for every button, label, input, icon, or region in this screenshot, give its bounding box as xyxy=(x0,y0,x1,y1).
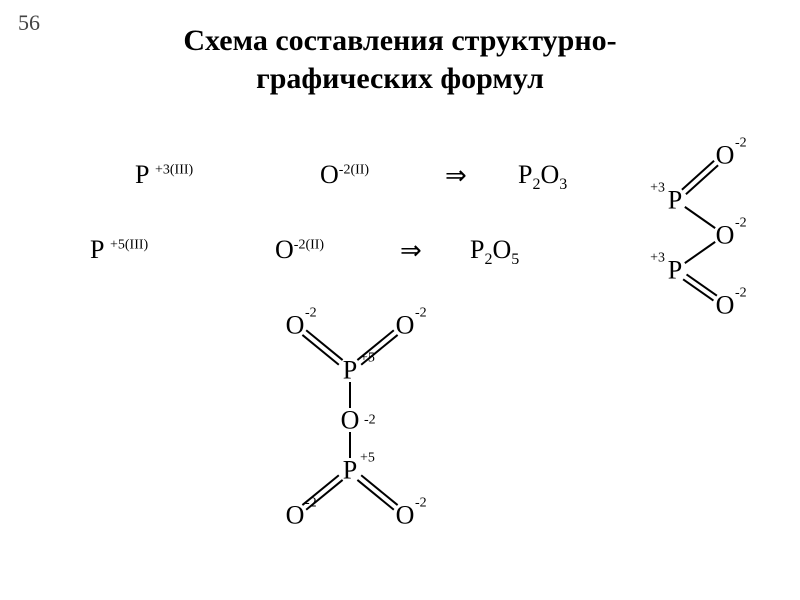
svg-text:O: O xyxy=(286,311,305,340)
svg-text:-2: -2 xyxy=(305,306,317,321)
row2-p: P +5(III) xyxy=(90,235,148,265)
row2-formula: P2O5 xyxy=(470,235,519,269)
svg-text:O: O xyxy=(396,311,415,340)
row1-o: O-2(II) xyxy=(320,160,369,190)
svg-text:+3: +3 xyxy=(650,181,665,196)
title-line1: Схема составления структурно- xyxy=(183,24,616,57)
svg-text:+5: +5 xyxy=(360,451,375,466)
svg-text:-2: -2 xyxy=(415,306,427,321)
svg-text:P: P xyxy=(343,356,357,385)
title-line2: графических формул xyxy=(256,62,544,95)
page-title: Схема составления структурно- графически… xyxy=(0,22,800,97)
svg-text:P: P xyxy=(668,186,682,215)
p2o5-structure: O-2O-2P+5O-2P+5O-2O-2 xyxy=(230,295,480,555)
svg-text:O: O xyxy=(341,406,360,435)
row1-p: P +3(III) xyxy=(135,160,193,190)
svg-text:+5: +5 xyxy=(360,351,375,366)
svg-text:O: O xyxy=(396,501,415,530)
svg-text:-2: -2 xyxy=(735,286,747,301)
svg-text:O: O xyxy=(716,291,735,320)
svg-text:O: O xyxy=(716,221,735,250)
svg-text:-2: -2 xyxy=(415,496,427,511)
row2-arrow: ⇒ xyxy=(400,235,422,266)
svg-text:-2: -2 xyxy=(305,496,317,511)
svg-text:-2: -2 xyxy=(735,216,747,231)
svg-text:-2: -2 xyxy=(364,413,376,428)
p2o3-structure: O-2P+3O-2P+3O-2 xyxy=(580,130,780,330)
svg-text:P: P xyxy=(668,256,682,285)
row1-formula: P2O3 xyxy=(518,160,567,194)
svg-text:+3: +3 xyxy=(650,251,665,266)
svg-text:O: O xyxy=(286,501,305,530)
svg-text:P: P xyxy=(343,456,357,485)
row2-o: O-2(II) xyxy=(275,235,324,265)
row1-arrow: ⇒ xyxy=(445,160,467,191)
svg-text:O: O xyxy=(716,141,735,170)
svg-text:-2: -2 xyxy=(735,136,747,151)
